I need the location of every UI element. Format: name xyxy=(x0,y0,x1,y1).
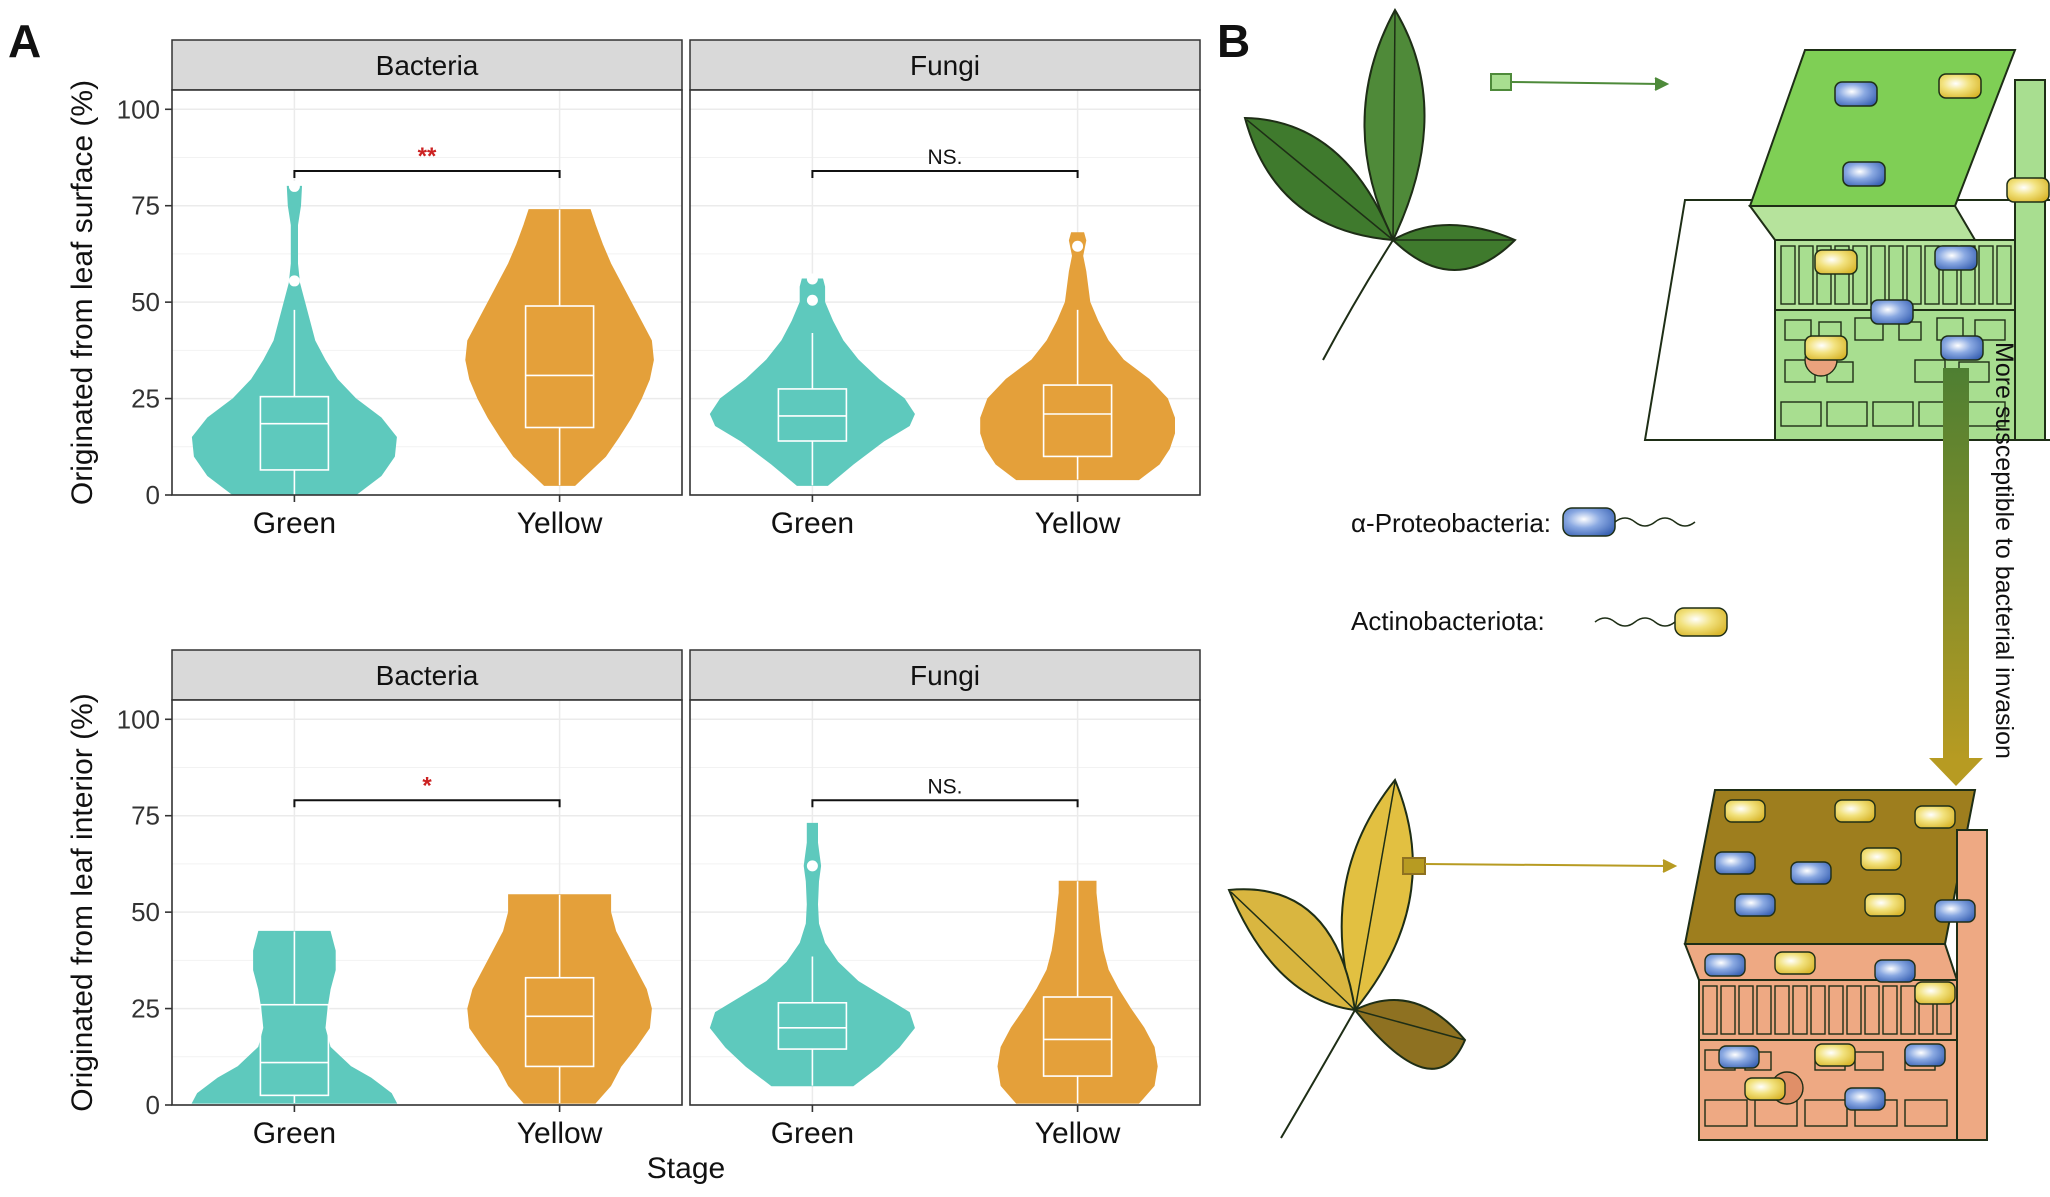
box-iqr xyxy=(524,305,595,429)
box-iqr xyxy=(777,388,848,442)
legend-actinobacteriota: Actinobacteriota: xyxy=(1351,606,1545,636)
y-tick-label: 25 xyxy=(131,994,160,1024)
x-tick-label: Green xyxy=(253,1117,336,1150)
green-tissue-cells xyxy=(1780,245,2012,427)
x-tick-label: Yellow xyxy=(517,1117,603,1150)
box-iqr xyxy=(777,1001,848,1050)
violin-green xyxy=(709,822,915,1087)
significance-bracket xyxy=(293,799,561,808)
x-tick-label: Yellow xyxy=(517,507,603,540)
y-tick-label: 100 xyxy=(117,704,160,734)
significance-bracket xyxy=(293,170,561,178)
green-tissue-bacteria xyxy=(1804,73,2050,361)
outlier-point xyxy=(806,860,818,872)
panel-a-label: A xyxy=(8,15,42,67)
alpha-proteobacteria-icon xyxy=(1562,507,1696,537)
facet-label: Bacteria xyxy=(376,50,479,81)
facet-strip xyxy=(689,649,1201,701)
yellow-leaf-icon xyxy=(1227,778,1678,1139)
actinobacteriota-icon xyxy=(1594,607,1728,637)
significance-label: NS. xyxy=(927,775,962,798)
violin-chart-grid: Bacteria ** 0 25 50 75 100 Originated from leaf… xyxy=(66,39,1201,1185)
panel-border xyxy=(689,699,1201,1106)
leaf-diagram xyxy=(1227,7,2050,1141)
outlier-point xyxy=(1072,240,1084,252)
y-tick-label: 0 xyxy=(146,480,160,510)
y-tick-label: 100 xyxy=(117,94,160,124)
box-iqr xyxy=(524,976,595,1068)
y-tick-label: 75 xyxy=(131,191,160,221)
facet-strip xyxy=(171,39,683,91)
y-tick-label: 50 xyxy=(131,897,160,927)
box-iqr xyxy=(259,1003,330,1097)
x-tick-label: Yellow xyxy=(1035,507,1121,540)
significance-label: * xyxy=(422,772,432,799)
y-tick-label: 50 xyxy=(131,287,160,317)
y-tick-label: 75 xyxy=(131,801,160,831)
x-axis-label: Stage xyxy=(647,1152,725,1185)
facet-label: Fungi xyxy=(910,50,980,81)
outlier-point xyxy=(806,294,818,306)
x-tick-label: Green xyxy=(253,507,336,540)
yellow-tissue-bacteria xyxy=(1704,799,1976,1111)
significance-label: NS. xyxy=(927,146,962,169)
outlier-point xyxy=(288,275,300,287)
significance-bracket xyxy=(811,170,1079,178)
panel-border xyxy=(171,89,683,496)
violin-green xyxy=(191,930,398,1104)
box-iqr xyxy=(1042,996,1113,1077)
facet-label: Fungi xyxy=(910,660,980,691)
significance-label: ** xyxy=(418,143,437,170)
y-axis-label: Originated from leaf interior (%) xyxy=(66,693,99,1111)
green-leaf-icon xyxy=(1243,7,1670,361)
panel-b-label: B xyxy=(1217,15,1251,67)
box-iqr xyxy=(259,395,330,471)
y-tick-label: 25 xyxy=(131,384,160,414)
outlier-point xyxy=(288,180,300,192)
x-tick-label: Green xyxy=(771,507,854,540)
y-tick-label: 0 xyxy=(146,1090,160,1120)
facet-label: Bacteria xyxy=(376,660,479,691)
down-arrow-icon xyxy=(1929,368,1983,786)
y-axis-label: Originated from leaf surface (%) xyxy=(66,80,99,505)
significance-bracket xyxy=(811,799,1079,808)
legend-alpha-proteobacteria: α-Proteobacteria: xyxy=(1351,508,1552,538)
facet-strip xyxy=(689,39,1201,91)
outlier-point xyxy=(806,273,818,285)
facet-strip xyxy=(171,649,683,701)
panel-border xyxy=(689,89,1201,496)
x-tick-label: Yellow xyxy=(1035,1117,1121,1150)
violin-yellow xyxy=(465,209,654,486)
box-iqr xyxy=(1042,384,1113,458)
violin-yellow xyxy=(467,894,652,1104)
panel-border xyxy=(171,699,683,1106)
arrow-label: More susceptible to bacterial invasion xyxy=(1990,342,2018,759)
panel-b-diagram: B xyxy=(1215,0,2050,1192)
panel-a: A Bacteria ** 0 25 50 75 100 Originated from le… xyxy=(8,15,1201,1185)
x-tick-label: Green xyxy=(771,1117,854,1150)
